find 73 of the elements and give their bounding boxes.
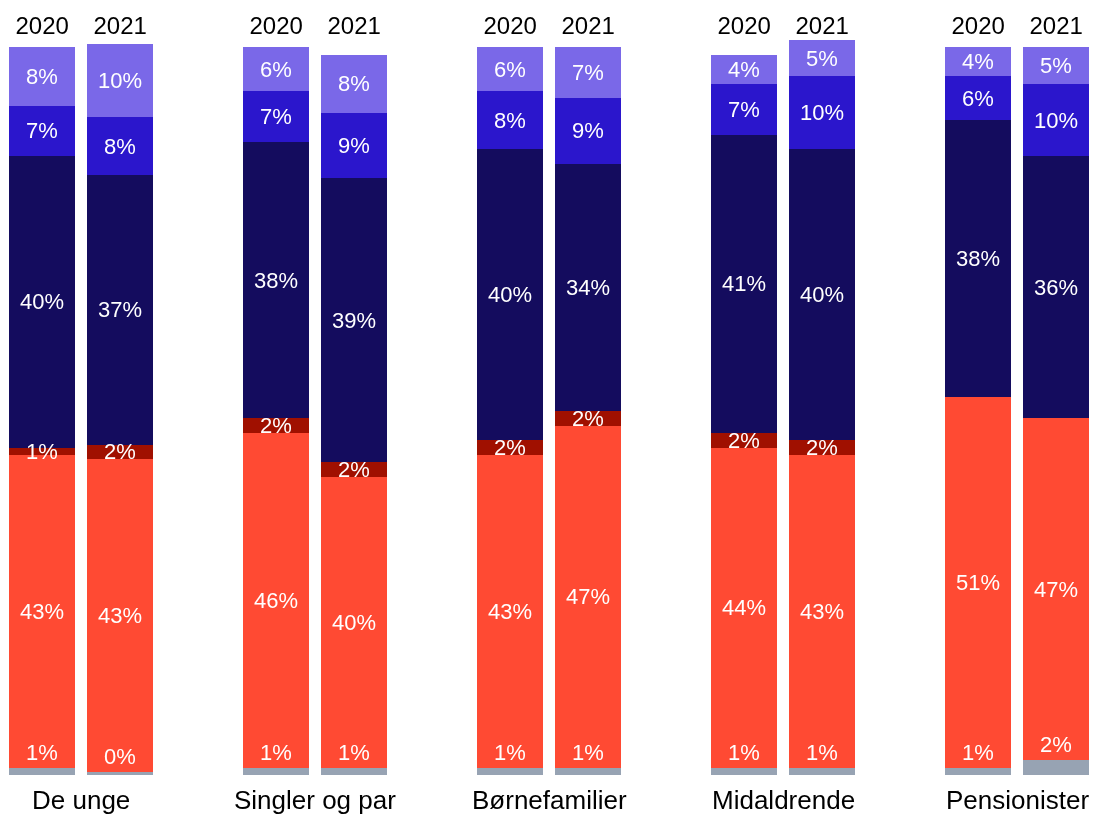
data-label: 39% bbox=[332, 308, 377, 333]
data-label: 2% bbox=[572, 406, 604, 431]
x-tick-label: 2020 bbox=[15, 12, 69, 40]
data-label: 8% bbox=[104, 134, 136, 159]
text: Pensionister bbox=[946, 785, 1090, 815]
x-tick-label: 2021 bbox=[1029, 12, 1083, 40]
x-tick-label: 2020 bbox=[249, 12, 303, 40]
data-label: 6% bbox=[494, 57, 526, 82]
data-label: 1% bbox=[572, 740, 604, 765]
data-label: 8% bbox=[26, 64, 58, 89]
data-label: 2% bbox=[260, 413, 292, 438]
text: Singler og par bbox=[234, 785, 397, 815]
data-label: 7% bbox=[728, 97, 760, 122]
data-label: 7% bbox=[260, 104, 292, 129]
x-tick-label: 2021 bbox=[327, 12, 381, 40]
x-tick-label: 2021 bbox=[561, 12, 615, 40]
data-label: 7% bbox=[26, 118, 58, 143]
data-label: 1% bbox=[728, 740, 760, 765]
data-label: 43% bbox=[488, 599, 533, 624]
data-label: 8% bbox=[494, 108, 526, 133]
data-label: 34% bbox=[566, 275, 611, 300]
data-label: 1% bbox=[26, 740, 58, 765]
data-label: 6% bbox=[962, 86, 994, 111]
data-label: 40% bbox=[332, 610, 377, 635]
data-label: 38% bbox=[956, 246, 1001, 271]
data-label: 40% bbox=[488, 282, 533, 307]
data-label: 37% bbox=[98, 297, 143, 322]
data-label: 0% bbox=[104, 744, 136, 769]
data-label: 7% bbox=[572, 60, 604, 85]
data-label: 10% bbox=[1034, 108, 1079, 133]
data-label: 1% bbox=[260, 740, 292, 765]
data-label: 10% bbox=[98, 68, 143, 93]
data-label: 2% bbox=[104, 439, 136, 464]
data-label: 46% bbox=[254, 588, 299, 613]
data-label: 10% bbox=[800, 100, 845, 125]
data-label: 2% bbox=[338, 457, 370, 482]
data-label: 9% bbox=[338, 133, 370, 158]
x-tick-label: 2020 bbox=[951, 12, 1005, 40]
data-label: 38% bbox=[254, 268, 299, 293]
text: Børnefamilier bbox=[472, 785, 627, 815]
data-label: 43% bbox=[98, 603, 143, 628]
data-label: 43% bbox=[800, 599, 845, 624]
x-tick-label: 2021 bbox=[93, 12, 147, 40]
data-label: 5% bbox=[1040, 53, 1072, 78]
data-label: 44% bbox=[722, 595, 767, 620]
data-label: 2% bbox=[494, 435, 526, 460]
data-label: 2% bbox=[728, 428, 760, 453]
data-label: 8% bbox=[338, 71, 370, 96]
data-label: 43% bbox=[20, 599, 65, 624]
data-label: 51% bbox=[956, 570, 1001, 595]
text: De unge bbox=[32, 785, 131, 815]
text: Midaldrende bbox=[712, 785, 856, 815]
data-label: 5% bbox=[806, 46, 838, 71]
x-tick-label: 2020 bbox=[483, 12, 537, 40]
data-label: 1% bbox=[962, 740, 994, 765]
data-label: 4% bbox=[728, 57, 760, 82]
data-label: 47% bbox=[1034, 577, 1079, 602]
data-label: 1% bbox=[338, 740, 370, 765]
data-label: 1% bbox=[26, 439, 58, 464]
x-tick-label: 2020 bbox=[717, 12, 771, 40]
data-label: 6% bbox=[260, 57, 292, 82]
x-tick-label: 2021 bbox=[795, 12, 849, 40]
data-label: 4% bbox=[962, 49, 994, 74]
data-label: 2% bbox=[806, 435, 838, 460]
data-label: 1% bbox=[806, 740, 838, 765]
data-label: 40% bbox=[20, 289, 65, 314]
data-label: 40% bbox=[800, 282, 845, 307]
data-label: 1% bbox=[494, 740, 526, 765]
data-label: 2% bbox=[1040, 732, 1072, 757]
data-label: 9% bbox=[572, 118, 604, 143]
data-label: 36% bbox=[1034, 275, 1079, 300]
data-label: 41% bbox=[722, 271, 767, 296]
data-label: 47% bbox=[566, 584, 611, 609]
